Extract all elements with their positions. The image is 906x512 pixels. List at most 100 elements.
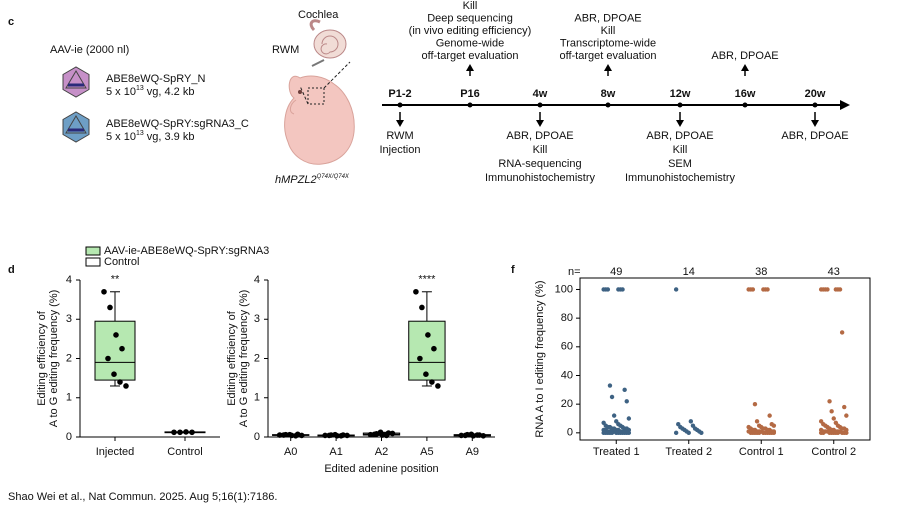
y-tick-label: 2 <box>66 352 72 364</box>
timeline-label: 4w <box>533 88 548 100</box>
timeline-label: P1-2 <box>388 88 411 100</box>
data-point <box>771 423 777 428</box>
y-tick-label: 0 <box>567 427 573 439</box>
data-point <box>474 432 481 438</box>
data-point <box>383 432 390 439</box>
legend-swatch <box>85 246 101 256</box>
timeline-label: 16w <box>735 88 756 100</box>
vector-icon-inner <box>65 115 87 134</box>
data-point <box>821 430 826 436</box>
y-tick-label: 4 <box>66 274 72 286</box>
data-point <box>605 287 611 292</box>
timeline-dot <box>677 102 683 108</box>
y-tick-label: 60 <box>561 341 573 353</box>
timeline-arrow-head <box>396 120 404 127</box>
data-point <box>458 432 465 439</box>
x-tick-label: Treated 1 <box>593 446 640 458</box>
x-tick-label: A2 <box>375 446 388 458</box>
cochlea-label: Cochlea <box>298 9 339 21</box>
data-point <box>429 379 435 385</box>
y-tick-label: 3 <box>66 313 72 325</box>
data-point <box>611 413 617 418</box>
data-point <box>105 355 111 362</box>
timeline-label: P16 <box>460 88 480 100</box>
data-point <box>171 429 177 436</box>
data-point <box>831 416 836 421</box>
data-point <box>389 430 396 437</box>
y-tick-label: 2 <box>254 352 260 364</box>
panel-label: d <box>8 264 15 276</box>
y-axis-label: A to G editing frequency (%) <box>238 290 250 428</box>
data-point <box>344 432 350 439</box>
timeline-note: Deep sequencing <box>427 12 513 24</box>
timeline-note: Genome-wide <box>436 37 504 49</box>
timeline-note: RWM <box>386 130 413 142</box>
data-point <box>688 419 694 424</box>
data-point <box>286 431 293 438</box>
data-point <box>771 430 777 436</box>
data-point <box>425 332 431 338</box>
y-tick-label: 4 <box>254 274 260 286</box>
y-axis-label: Editing efficiency of <box>226 310 238 406</box>
data-point <box>844 413 849 418</box>
data-point <box>607 383 613 388</box>
x-tick-label: Injected <box>96 446 135 458</box>
data-point <box>435 383 441 389</box>
data-point <box>750 287 756 292</box>
data-point <box>609 430 615 436</box>
vector-name: ABE8eWQ-SpRY:sgRNA3_C <box>106 118 249 130</box>
panel-label: c <box>8 16 14 28</box>
x-tick-label: A5 <box>420 446 433 458</box>
timeline-note: Kill <box>601 25 616 37</box>
data-point <box>844 430 849 436</box>
data-point <box>624 430 629 436</box>
timeline-arrow-head <box>536 120 544 127</box>
timeline-note: (in vivo editing efficiency) <box>409 25 532 37</box>
dose-base: 5 x 10 <box>106 86 136 98</box>
timeline-note: ABR, DPOAE <box>711 50 778 62</box>
count-label: 38 <box>755 266 767 278</box>
data-point <box>413 288 419 295</box>
y-axis-label: Editing efficiency of <box>36 310 48 406</box>
panel-label: f <box>511 264 515 276</box>
y-tick-label: 80 <box>561 312 573 324</box>
data-point <box>417 355 423 362</box>
timeline-note: Kill <box>463 0 478 12</box>
data-point <box>371 431 378 438</box>
data-point <box>842 404 847 410</box>
timeline-arrow-head <box>676 120 684 127</box>
timeline-note: ABR, DPOAE <box>506 130 573 142</box>
data-point <box>332 431 338 438</box>
data-point <box>609 394 615 400</box>
data-point <box>626 416 632 421</box>
data-point <box>462 432 469 439</box>
x-tick-label: A1 <box>329 446 342 458</box>
data-point <box>754 419 760 424</box>
significance: **** <box>418 274 436 286</box>
y-tick-label: 1 <box>66 392 72 404</box>
y-tick-label: 3 <box>254 313 260 325</box>
y-axis-label: RNA A to I editing frequency (%) <box>534 280 546 437</box>
timeline-note: ABR, DPOAE <box>781 130 848 142</box>
timeline-dot <box>397 102 403 108</box>
data-point <box>107 304 113 311</box>
y-tick-label: 0 <box>66 431 72 443</box>
data-point <box>117 379 123 385</box>
timeline-arrow-head <box>466 64 474 71</box>
data-point <box>837 287 843 292</box>
data-point <box>624 399 629 404</box>
timeline-note: Immunohistochemistry <box>485 172 596 184</box>
timeline-note: Immunohistochemistry <box>625 172 736 184</box>
data-point <box>101 288 107 295</box>
y-tick-label: 0 <box>254 431 260 443</box>
vector-name: ABE8eWQ-SpRY_N <box>106 73 206 85</box>
mouse-illustration <box>284 19 355 165</box>
data-point <box>827 399 832 404</box>
y-axis-label: A to G editing frequency (%) <box>48 290 60 428</box>
n-label: n= <box>568 266 581 278</box>
count-label: 49 <box>610 266 622 278</box>
dose-exp: 13 <box>136 85 144 92</box>
count-label: 14 <box>683 266 695 278</box>
y-tick-label: 20 <box>561 398 573 410</box>
significance: ** <box>111 274 120 286</box>
